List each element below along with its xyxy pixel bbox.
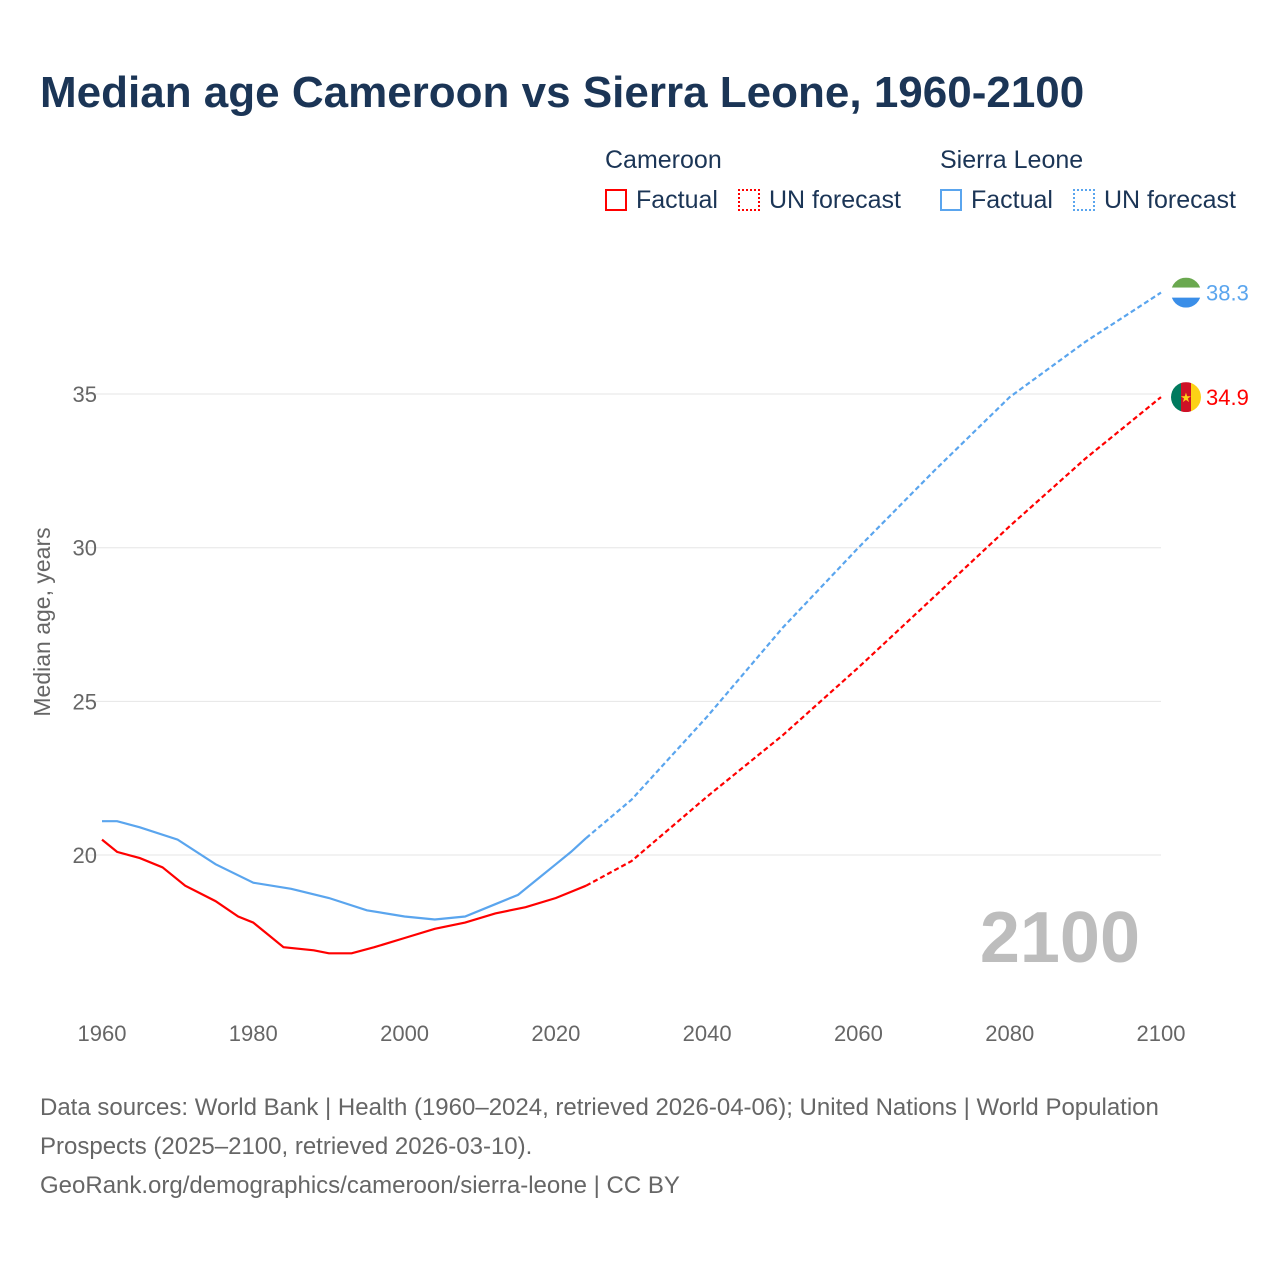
legend-group-cameroon: Cameroon (605, 146, 722, 174)
flag-cameroon-icon: ★ (1171, 382, 1201, 413)
footer-link[interactable]: GeoRank.org/demographics/cameroon/sierra… (40, 1172, 680, 1199)
legend-swatch-sierra-leone-forecast (1073, 189, 1095, 211)
flag-stripe (1171, 382, 1181, 413)
legend-swatch-cameroon-factual (605, 189, 627, 211)
legend-label-sierra-leone-factual[interactable]: Factual (971, 186, 1053, 214)
flag-stripe (1191, 382, 1201, 413)
footer: Data sources: World Bank | Health (1960–… (40, 1088, 1190, 1205)
flag-stripe (1171, 287, 1201, 298)
end-label-cameroon: 34.9 (1206, 385, 1249, 410)
x-tick-label: 2100 (1137, 1021, 1186, 1046)
flag-sierra-leone-icon (1171, 277, 1201, 308)
flag-stripe (1171, 297, 1201, 308)
line-sierra-leone-factual (102, 820, 587, 921)
line-cameroon-factual (101, 838, 587, 955)
end-label-sierra-leone: 38.3 (1206, 281, 1249, 306)
flag-stripe (1181, 382, 1191, 413)
legend-label-sierra-leone-forecast[interactable]: UN forecast (1104, 186, 1236, 214)
flag-fill: ★ (1171, 382, 1201, 413)
y-tick-label: 25 (73, 689, 97, 714)
x-tick-label: 2080 (985, 1021, 1034, 1046)
flag-star-icon: ★ (1180, 390, 1192, 405)
line-sierra-leone-forecast (585, 291, 1162, 839)
legend-group-sierra-leone: Sierra Leone (940, 146, 1084, 174)
x-tick-label: 1980 (229, 1021, 278, 1046)
chart-title: Median age Cameroon vs Sierra Leone, 196… (40, 68, 1085, 117)
y-tick-label: 30 (73, 536, 97, 561)
x-tick-label: 2060 (834, 1021, 883, 1046)
x-tick-label: 1960 (78, 1021, 127, 1046)
year-watermark: 2100 (980, 898, 1140, 978)
legend-label-cameroon-factual[interactable]: Factual (636, 186, 718, 214)
y-tick-label: 35 (73, 382, 97, 407)
legend-label-cameroon-forecast[interactable]: UN forecast (769, 186, 901, 214)
footer-sources: Data sources: World Bank | Health (1960–… (40, 1094, 1159, 1160)
x-tick-label: 2000 (380, 1021, 429, 1046)
x-tick-label: 2040 (683, 1021, 732, 1046)
flag-stripe (1171, 277, 1201, 288)
line-cameroon-forecast (585, 396, 1162, 887)
flag-fill (1171, 277, 1201, 308)
legend-swatch-sierra-leone-factual (940, 189, 962, 211)
y-axis-label: Median age, years (29, 527, 55, 716)
y-tick-label: 20 (73, 843, 97, 868)
legend-swatch-cameroon-forecast (738, 189, 760, 211)
x-tick-label: 2020 (531, 1021, 580, 1046)
